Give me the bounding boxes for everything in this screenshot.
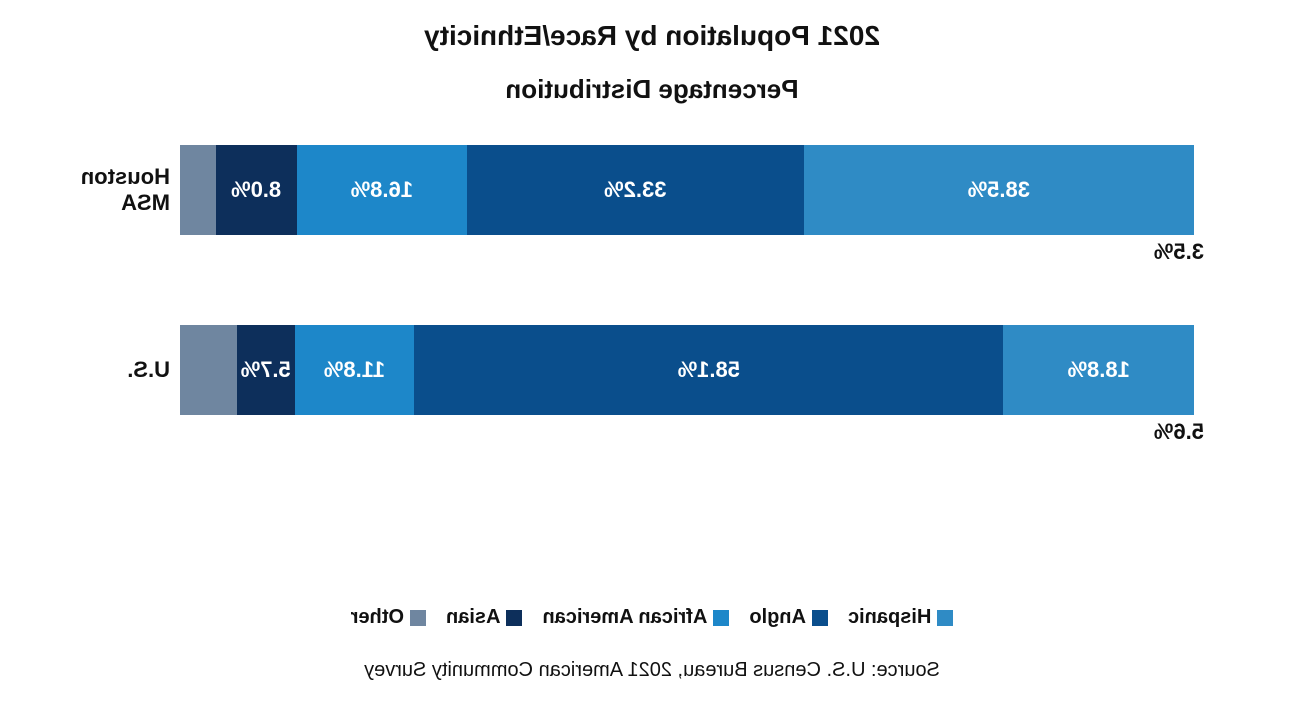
bar-row-us: U.S. 18.8% 58.1% 11.8% 5.7% 5.6%: [180, 325, 1194, 415]
segment-hispanic: 18.8%: [1003, 325, 1194, 415]
stacked-bar: 38.5% 33.2% 16.8% 8.0%: [180, 145, 1194, 235]
external-label-other: 3.5%: [1154, 239, 1204, 265]
segment-other: [180, 325, 237, 415]
segment-hispanic: 38.5%: [804, 145, 1194, 235]
source-text: Source: U.S. Census Bureau, 2021 America…: [40, 659, 1264, 682]
segment-asian: 8.0%: [216, 145, 297, 235]
legend-label: Anglo: [749, 606, 806, 629]
bar-row-houston: Houston MSA 38.5% 33.2% 16.8% 8.0% 3.5%: [180, 145, 1194, 235]
segment-anglo: 33.2%: [467, 145, 804, 235]
segment-asian: 5.7%: [237, 325, 295, 415]
legend-label: African American: [542, 606, 707, 629]
row-label: U.S.: [50, 357, 170, 383]
legend-item-african-american: African American: [542, 606, 729, 629]
bars-area: Houston MSA 38.5% 33.2% 16.8% 8.0% 3.5% …: [40, 145, 1264, 576]
row-label: Houston MSA: [50, 164, 170, 216]
swatch-other: [410, 610, 426, 626]
segment-anglo: 58.1%: [414, 325, 1003, 415]
legend-label: Other: [351, 606, 404, 629]
external-label-other: 5.6%: [1154, 419, 1204, 445]
stacked-bar: 18.8% 58.1% 11.8% 5.7%: [180, 325, 1194, 415]
legend-label: Asian: [446, 606, 500, 629]
segment-other: [180, 145, 215, 235]
swatch-hispanic: [937, 610, 953, 626]
legend-item-other: Other: [351, 606, 426, 629]
legend-item-anglo: Anglo: [749, 606, 828, 629]
chart-title: 2021 Population by Race/Ethnicity: [40, 20, 1264, 52]
legend: Hispanic Anglo African American Asian Ot…: [40, 606, 1264, 629]
swatch-asian: [506, 610, 522, 626]
chart-container: 2021 Population by Race/Ethnicity Percen…: [0, 0, 1304, 712]
swatch-anglo: [812, 610, 828, 626]
segment-african-american: 16.8%: [297, 145, 467, 235]
legend-item-asian: Asian: [446, 606, 522, 629]
segment-african-american: 11.8%: [295, 325, 415, 415]
legend-label: Hispanic: [848, 606, 931, 629]
legend-item-hispanic: Hispanic: [848, 606, 953, 629]
chart-subtitle: Percentage Distribution: [40, 74, 1264, 105]
swatch-african-american: [713, 610, 729, 626]
